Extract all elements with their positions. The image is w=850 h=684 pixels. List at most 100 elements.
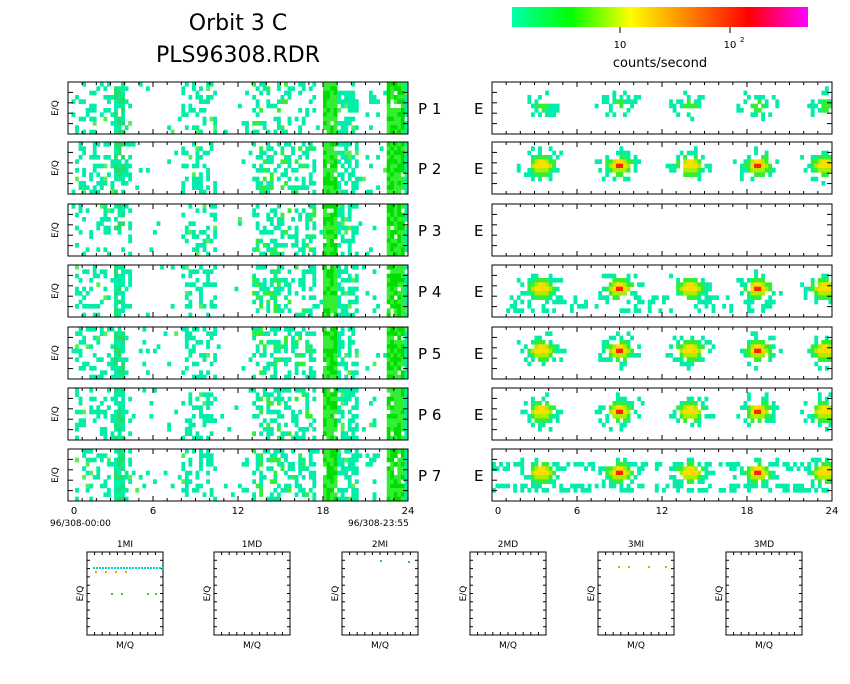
heat-cell [634,155,638,160]
heat-cell [694,278,698,283]
heat-cell [188,353,192,358]
heat-cell [814,164,818,169]
heat-cell [334,230,338,235]
heat-cell [284,357,288,362]
heat-cell [79,185,83,190]
heat-cell [93,121,97,126]
heat-cell [609,282,613,287]
heat-cell [397,95,401,100]
heat-cell [394,287,398,292]
heat-cell [305,349,309,354]
heat-cell [277,392,281,397]
heat-cell [330,226,334,231]
heat-cell [369,247,373,252]
heat-cell [114,475,118,480]
heat-cell [118,462,122,467]
heat-cell [517,295,521,300]
heat-cell [86,108,90,113]
heat-cell [103,274,107,279]
heat-cell [620,99,624,104]
heat-cell [401,155,405,160]
heat-cell [312,295,316,300]
heat-cell [192,125,196,130]
data-point [147,567,149,569]
heat-cell [814,104,818,109]
heat-cell [334,492,338,497]
heat-cell [355,427,359,432]
heat-cell [114,479,118,484]
heat-cell [188,104,192,109]
heat-cell [327,104,331,109]
heat-cell [527,278,531,283]
heat-cell [825,274,829,279]
heat-cell [818,423,822,428]
heat-cell [630,401,634,406]
heat-cell [259,164,263,169]
heat-cell [263,418,267,423]
heat-cell [387,453,391,458]
heat-cell [181,146,185,151]
heat-cell [697,164,701,169]
heat-cell [121,410,125,415]
heat-cell [825,410,829,415]
heat-cell [768,475,772,480]
heat-cell [687,287,691,292]
heat-cell [658,462,662,467]
heat-cell [563,300,567,305]
heat-cell [394,247,398,252]
heat-cell [302,239,306,244]
heat-cell [344,265,348,270]
heat-cell [673,104,677,109]
heat-cell [196,177,200,182]
heat-cell [128,449,132,454]
heat-cell [570,484,574,489]
heat-cell [394,185,398,190]
heat-cell [676,462,680,467]
heat-cell [747,164,751,169]
heat-cell [305,269,309,274]
heat-cell [114,357,118,362]
heat-cell [305,155,309,160]
heat-cell [284,172,288,177]
heat-cell [669,274,673,279]
heat-cell [118,488,122,493]
heat-cell [96,181,100,186]
heat-cell [605,155,609,160]
heat-cell [302,121,306,126]
heat-cell [256,362,260,367]
heat-cell [203,414,207,419]
heat-cell [355,423,359,428]
heat-cell [545,488,549,493]
heat-cell [266,449,270,454]
heat-cell [199,172,203,177]
heat-cell [203,230,207,235]
heat-cell [627,308,631,313]
heat-cell [206,405,210,410]
heat-cell [825,151,829,156]
heat-cell [259,108,263,113]
heat-cell [128,462,132,467]
heat-cell [327,172,331,177]
heat-cell [96,466,100,471]
heat-cell [284,488,288,493]
heat-cell [330,466,334,471]
heat-cell [167,362,171,367]
heat-cell [662,300,666,305]
heat-cell [100,269,104,274]
heat-cell [327,357,331,362]
heat-cell [302,208,306,213]
heat-cell [366,453,370,458]
heat-cell [520,282,524,287]
heat-cell [344,168,348,173]
heat-cell [351,168,355,173]
heat-cell [302,466,306,471]
heat-cell [616,475,620,480]
heat-cell [273,291,277,296]
heat-cell [341,331,345,336]
heat-cell [754,104,758,109]
heat-cell [103,397,107,402]
heat-cell [82,82,86,87]
heat-cell [203,453,207,458]
heat-cell [623,282,627,287]
heat-cell [348,410,352,415]
